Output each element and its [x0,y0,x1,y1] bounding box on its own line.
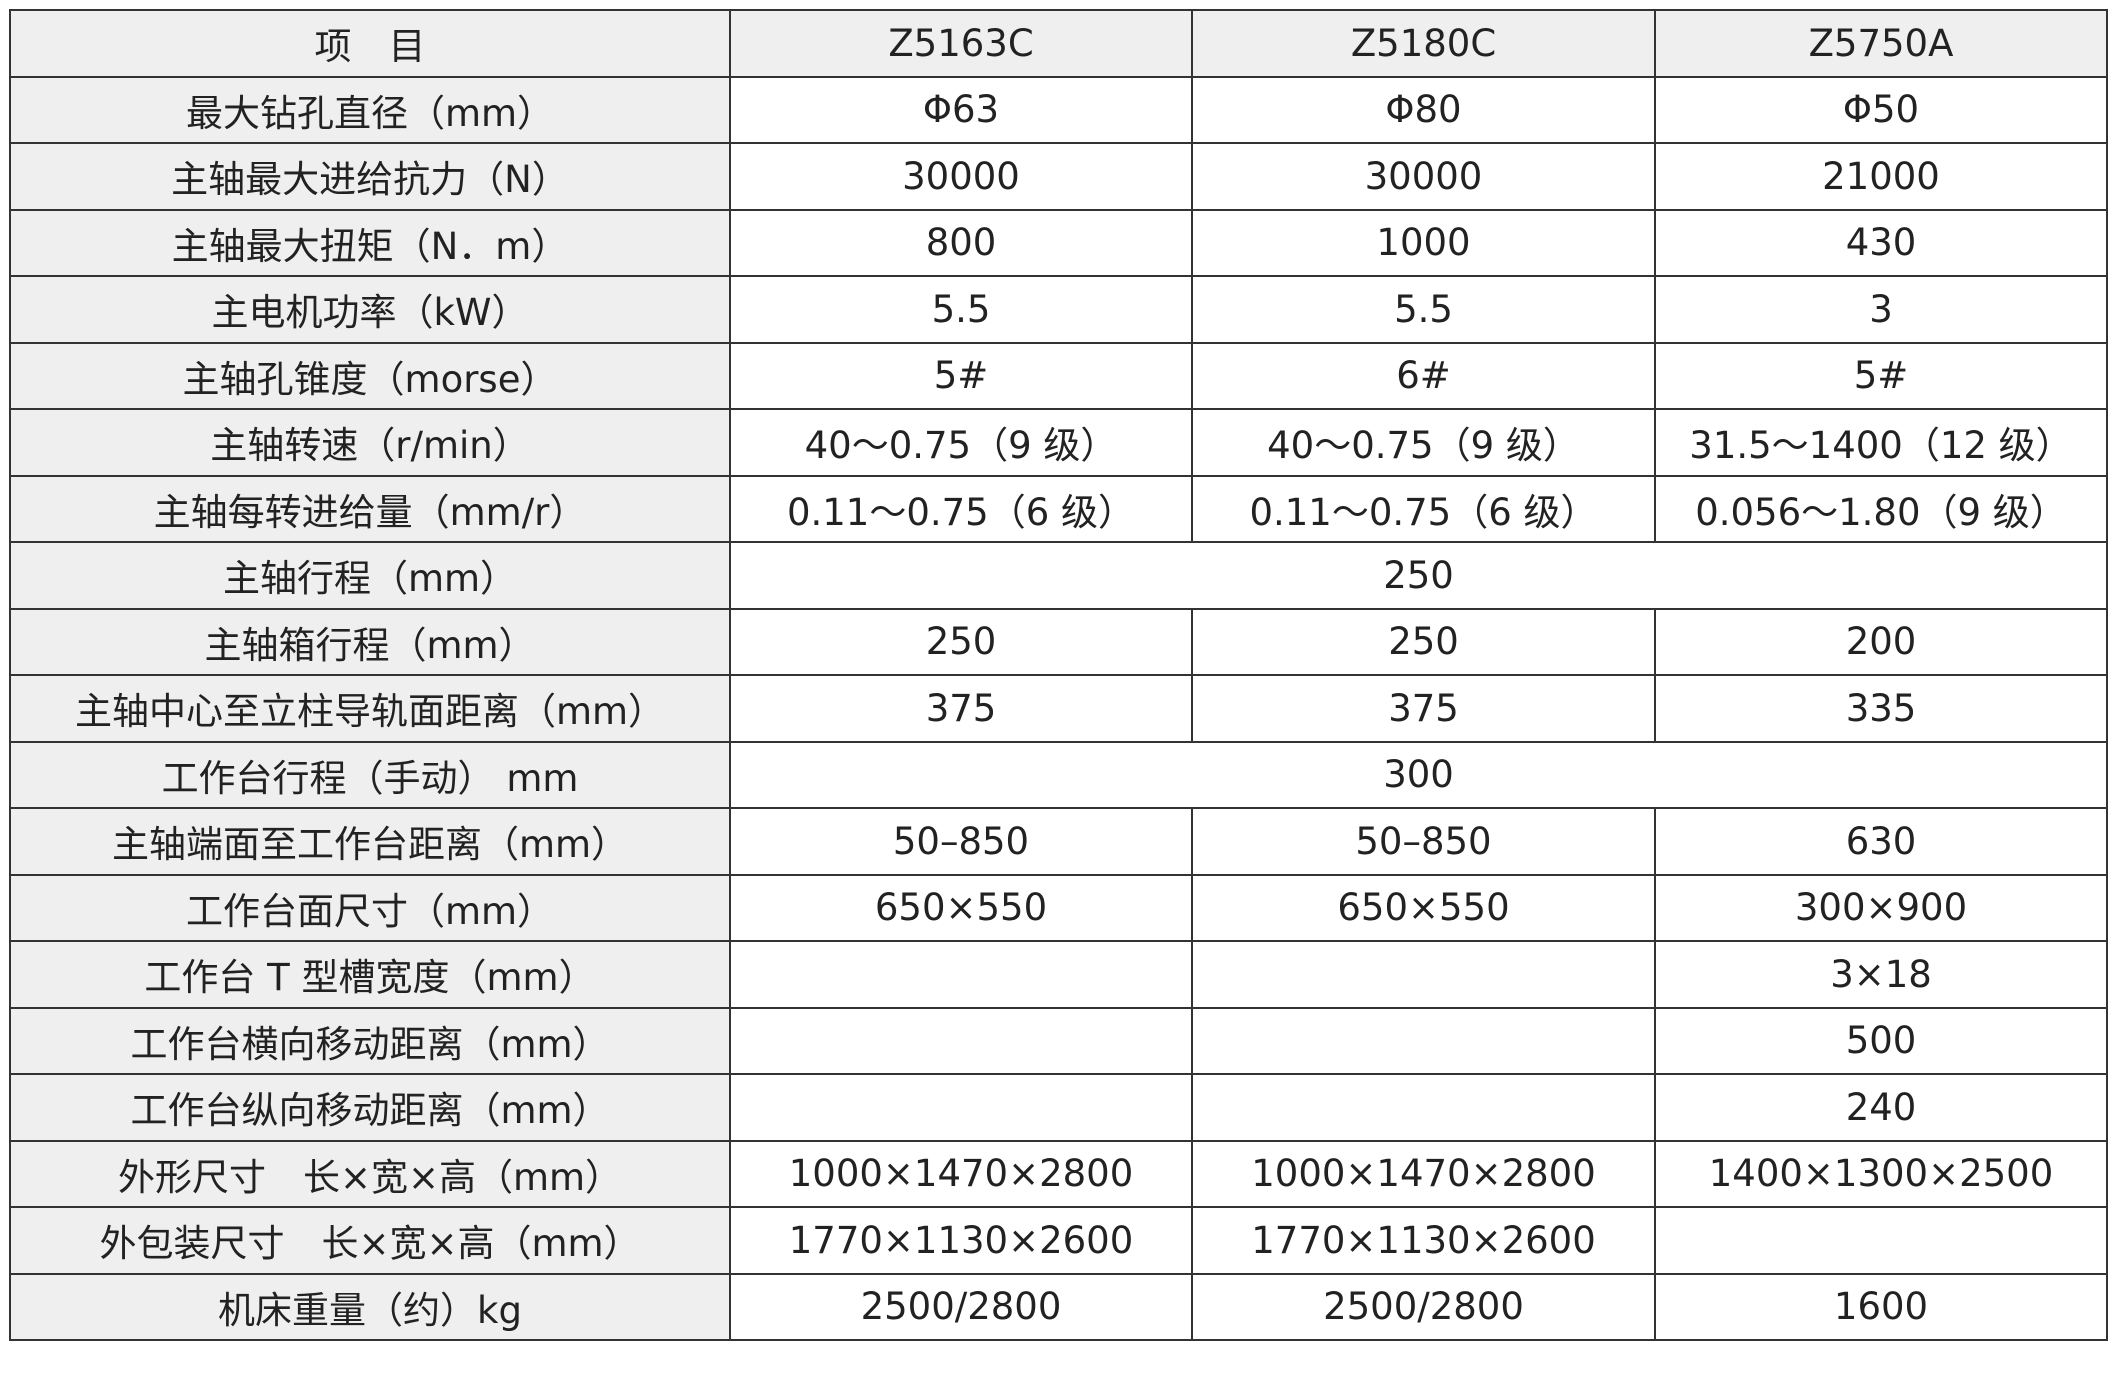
table-cell: 430 [1654,208,2108,277]
table-cell: 335 [1654,674,2108,743]
table-row: 主电机功率（kW） 5.5 5.5 3 [9,275,2108,344]
row-label: 主轴最大扭矩（N．m） [9,208,731,277]
table-row: 主轴中心至立柱导轨面距离（mm） 375 375 335 [9,674,2108,743]
table-cell: 300 [729,740,2108,809]
table-cell: 200 [1654,607,2108,676]
row-label: 工作台 T 型槽宽度（mm） [9,940,731,1009]
row-label: 工作台面尺寸（mm） [9,873,731,942]
row-label: 最大钻孔直径（mm） [9,75,731,144]
table-cell: 1770×1130×2600 [1191,1206,1656,1275]
table-cell: 300×900 [1654,873,2108,942]
table-cell: 375 [729,674,1193,743]
table-cell: 50–850 [1191,807,1656,876]
table-row: 主轴端面至工作台距离（mm） 50–850 50–850 630 [9,807,2108,876]
table-cell: 5.5 [1191,275,1656,344]
table-cell: 800 [729,208,1193,277]
row-label: 主轴最大进给抗力（N） [9,142,731,211]
table-row: 主轴转速（r/min） 40～0.75（9 级） 40～0.75（9 级） 31.5～… [9,408,2108,477]
row-label: 主电机功率（kW） [9,275,731,344]
table-cell: 1000×1470×2800 [1191,1139,1656,1208]
table-cell: 21000 [1654,142,2108,211]
table-row: 最大钻孔直径（mm） Φ63 Φ80 Φ50 [9,75,2108,144]
table-row: 工作台纵向移动距离（mm） 240 [9,1073,2108,1142]
table-cell: 650×550 [1191,873,1656,942]
table-cell: 1400×1300×2500 [1654,1139,2108,1208]
table-cell [729,1073,1193,1142]
table-cell [729,1006,1193,1075]
table-cell: 2500/2800 [1191,1272,1656,1341]
table-row: 外包装尺寸 长×宽×高（mm） 1770×1130×2600 1770×1130×2… [9,1206,2108,1275]
row-label: 工作台纵向移动距离（mm） [9,1073,731,1142]
table-cell [1191,1073,1656,1142]
table-row: 工作台行程（手动） mm 300 [9,740,2108,809]
table-cell: 3×18 [1654,940,2108,1009]
table-cell: 500 [1654,1006,2108,1075]
header-cell: Z5180C [1191,9,1656,78]
table-row: 主轴每转进给量（mm/r） 0.11～0.75（6 级） 0.11～0.75（6 级… [9,474,2108,543]
row-label: 工作台行程（手动） mm [9,740,731,809]
table-cell: 250 [1191,607,1656,676]
table-cell [729,940,1193,1009]
table-cell: 50–850 [729,807,1193,876]
row-label: 外包装尺寸 长×宽×高（mm） [9,1206,731,1275]
table-row: 工作台横向移动距离（mm） 500 [9,1006,2108,1075]
table-cell [1654,1206,2108,1275]
row-label: 外形尺寸 长×宽×高（mm） [9,1139,731,1208]
table-cell: 0.056～1.80（9 级） [1654,474,2108,543]
table-cell: Φ80 [1191,75,1656,144]
table-cell: 6# [1191,341,1656,410]
table-cell: 1600 [1654,1272,2108,1341]
table-row: 主轴最大扭矩（N．m） 800 1000 430 [9,208,2108,277]
table-cell: Φ50 [1654,75,2108,144]
table-row: 工作台 T 型槽宽度（mm） 3×18 [9,940,2108,1009]
spec-table: 项 目 Z5163C Z5180C Z5750A 最大钻孔直径（mm） Φ63 Φ80 Φ5… [9,9,2108,1341]
table-cell: 40～0.75（9 级） [1191,408,1656,477]
header-cell: Z5750A [1654,9,2108,78]
table-cell [1191,940,1656,1009]
row-label: 主轴中心至立柱导轨面距离（mm） [9,674,731,743]
table-row: 主轴最大进给抗力（N） 30000 30000 21000 [9,142,2108,211]
header-row: 项 目 Z5163C Z5180C Z5750A [9,9,2108,78]
table-row: 主轴箱行程（mm） 250 250 200 [9,607,2108,676]
table-row: 主轴孔锥度（morse） 5# 6# 5# [9,341,2108,410]
table-cell: 650×550 [729,873,1193,942]
table-row: 外形尺寸 长×宽×高（mm） 1000×1470×2800 1000×1470×28… [9,1139,2108,1208]
row-label: 主轴转速（r/min） [9,408,731,477]
table-cell: 30000 [1191,142,1656,211]
table-cell: 375 [1191,674,1656,743]
row-label: 工作台横向移动距离（mm） [9,1006,731,1075]
table-cell: 0.11～0.75（6 级） [1191,474,1656,543]
row-label: 主轴行程（mm） [9,541,731,610]
table-cell: 5# [1654,341,2108,410]
row-label: 主轴孔锥度（morse） [9,341,731,410]
table-cell: 630 [1654,807,2108,876]
table-cell: 30000 [729,142,1193,211]
table-cell: Φ63 [729,75,1193,144]
table-cell: 40～0.75（9 级） [729,408,1193,477]
row-label: 主轴每转进给量（mm/r） [9,474,731,543]
table-row: 主轴行程（mm） 250 [9,541,2108,610]
row-label: 主轴端面至工作台距离（mm） [9,807,731,876]
table-cell [1191,1006,1656,1075]
table-cell: 3 [1654,275,2108,344]
table-cell: 250 [729,607,1193,676]
table-cell: 1000×1470×2800 [729,1139,1193,1208]
table-row: 机床重量（约）kg 2500/2800 2500/2800 1600 [9,1272,2108,1341]
table-cell: 5# [729,341,1193,410]
header-cell: Z5163C [729,9,1193,78]
table-row: 工作台面尺寸（mm） 650×550 650×550 300×900 [9,873,2108,942]
table-cell: 2500/2800 [729,1272,1193,1341]
table-cell: 250 [729,541,2108,610]
table-cell: 1770×1130×2600 [729,1206,1193,1275]
table-cell: 0.11～0.75（6 级） [729,474,1193,543]
row-label: 主轴箱行程（mm） [9,607,731,676]
table-cell: 1000 [1191,208,1656,277]
table-cell: 5.5 [729,275,1193,344]
header-cell: 项 目 [9,9,731,78]
row-label: 机床重量（约）kg [9,1272,731,1341]
table-cell: 240 [1654,1073,2108,1142]
table-cell: 31.5～1400（12 级） [1654,408,2108,477]
